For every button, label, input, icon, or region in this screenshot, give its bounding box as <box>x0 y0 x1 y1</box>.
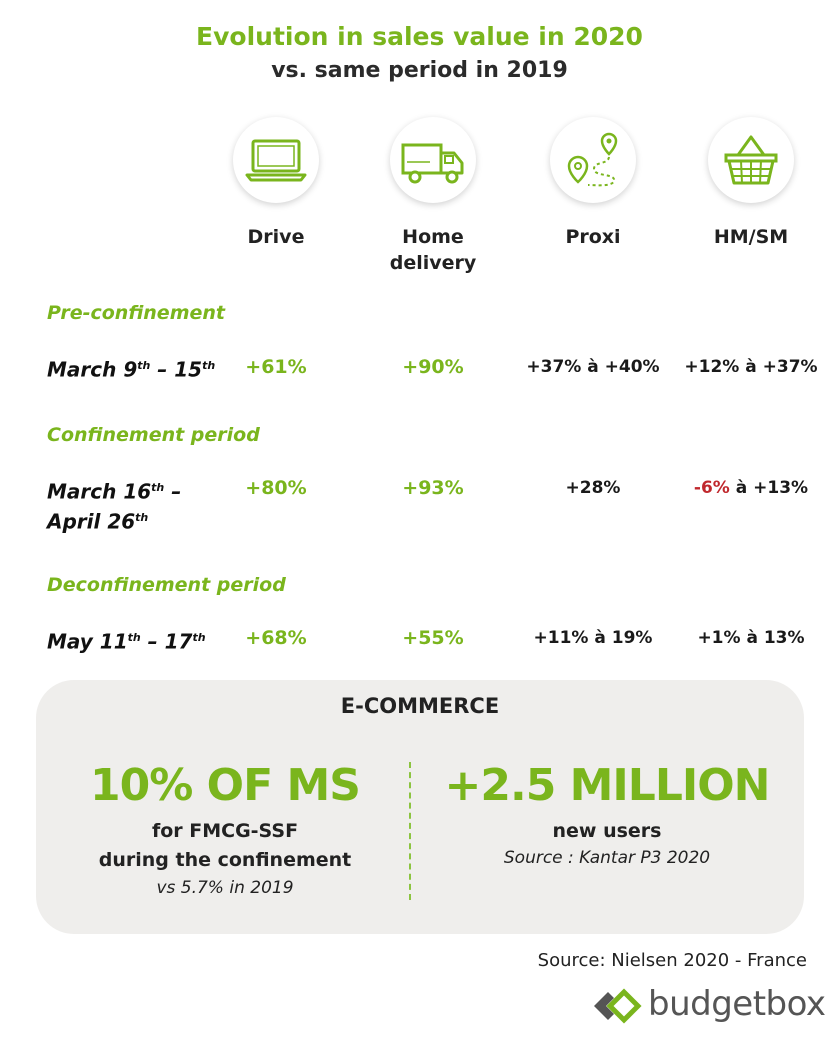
value-drive: +68% <box>245 627 307 649</box>
page-title: Evolution in sales value in 2020 <box>196 22 643 51</box>
market-share-line2: during the confinement <box>98 849 352 871</box>
value-proxi: +28% <box>565 478 621 498</box>
value-drive: +80% <box>245 477 307 499</box>
budgetbox-logo-icon <box>590 984 642 1028</box>
ecommerce-panel <box>36 680 804 934</box>
value-proxi: +11% à 19% <box>533 628 653 648</box>
market-share-stat: 10% OF MS <box>90 760 361 811</box>
laptop-icon <box>233 117 319 203</box>
dashed-divider <box>409 762 411 900</box>
value-drive: +61% <box>245 356 307 378</box>
value-hm-sm: +1% à 13% <box>697 628 805 648</box>
negative-value: -6% <box>693 478 730 498</box>
source-note: Source: Nielsen 2020 - France <box>537 950 807 971</box>
column-label-hm-sm: HM/SM <box>713 226 789 248</box>
section-title-confinement: Confinement period <box>47 424 260 446</box>
value-hm-sm: -6% à +13% <box>693 478 809 498</box>
market-share-line1: for FMCG-SSF <box>151 820 299 842</box>
period-label: March 9th – 15th <box>47 357 216 382</box>
column-label-drive: Drive <box>247 226 305 248</box>
section-title-deconfinement: Deconfinement period <box>47 574 286 596</box>
budgetbox-logo-text: budgetbox <box>648 984 826 1024</box>
value-home-delivery: +55% <box>402 627 464 649</box>
market-share-note: vs 5.7% in 2019 <box>156 878 294 898</box>
period-label: March 16th – April 26th <box>47 479 182 534</box>
value-home-delivery: +93% <box>402 477 464 499</box>
column-label-home-delivery: Home delivery <box>389 226 477 274</box>
page-subtitle: vs. same period in 2019 <box>271 58 568 83</box>
shopping-basket-icon <box>708 117 794 203</box>
value-hm-sm: +12% à +37% <box>684 357 818 377</box>
value-proxi: +37% à +40% <box>526 357 660 377</box>
section-title-pre-confinement: Pre-confinement <box>47 302 225 324</box>
period-label: May 11th – 17th <box>47 629 206 654</box>
new-users-stat: +2.5 MILLION <box>444 760 771 811</box>
column-label-proxi: Proxi <box>565 226 621 248</box>
new-users-line1: new users <box>552 820 662 842</box>
map-pin-route-icon <box>550 117 636 203</box>
ecommerce-heading: E-COMMERCE <box>340 694 500 718</box>
truck-icon <box>390 117 476 203</box>
value-home-delivery: +90% <box>402 356 464 378</box>
new-users-source: Source : Kantar P3 2020 <box>503 848 711 868</box>
